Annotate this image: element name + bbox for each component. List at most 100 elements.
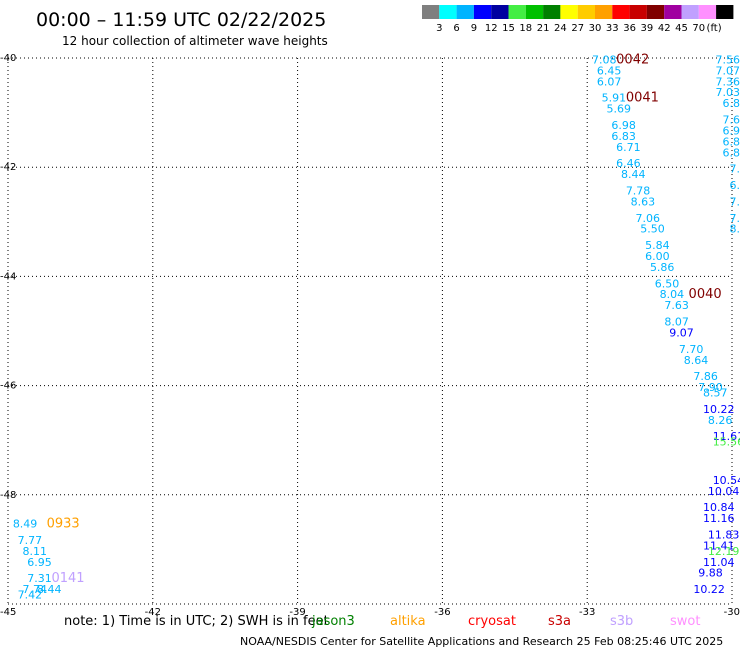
colorbar-swatch <box>508 5 526 19</box>
colorbar-swatch <box>612 5 630 19</box>
wave-height-label: 7.03 <box>716 86 740 99</box>
legend-item-cryosat: cryosat <box>468 614 516 629</box>
colorbar-label: 42 <box>658 23 671 34</box>
colorbar-swatch <box>664 5 682 19</box>
colorbar-swatch <box>646 5 665 19</box>
wave-height-label: 7. <box>730 163 740 176</box>
legend-item-altika: altika <box>390 614 426 629</box>
wave-height-label: 5.91 <box>602 92 627 105</box>
pass-time-label: 0141 <box>51 571 84 586</box>
wave-height-label: 7.31 <box>27 572 52 585</box>
wave-height-label: 5.69 <box>607 103 632 116</box>
wave-height-label: 6.46 <box>616 157 641 170</box>
x-tick-label: -36 <box>434 607 450 618</box>
x-tick-label: -30 <box>724 607 740 618</box>
wave-height-label: 9.07 <box>669 326 694 339</box>
wave-height-label: 8.44 <box>37 583 62 596</box>
wave-height-label: 7.78 <box>626 185 651 198</box>
colorbar-label: 70 <box>692 23 705 34</box>
wave-height-label: 12.19 <box>708 545 740 558</box>
wave-height-label: 7.86 <box>693 370 718 383</box>
colorbar-swatch <box>577 5 595 19</box>
colorbar-label: 24 <box>554 23 567 34</box>
wave-height-label: 7. <box>730 195 740 208</box>
wave-height-label: 7.42 <box>18 589 43 602</box>
colorbar-swatch <box>595 5 613 19</box>
colorbar-label: 45 <box>675 23 688 34</box>
pass-time-label: 0041 <box>626 91 659 106</box>
wave-height-label: 11.61 <box>713 430 740 443</box>
wave-height-label: 7.70 <box>679 343 704 356</box>
wave-height-label: 6.83 <box>611 130 636 143</box>
wave-height-label: 7.90 <box>698 381 723 394</box>
y-tick-label: -48 <box>0 490 16 501</box>
wave-height-label: 6.50 <box>655 277 680 290</box>
wave-height-label: 11.83 <box>708 528 740 541</box>
note-text: note: 1) Time is in UTC; 2) SWH is in fe… <box>64 614 329 629</box>
colorbar-swatch <box>716 5 734 19</box>
x-tick-label: -45 <box>0 607 16 618</box>
wave-height-label: 8.49 <box>13 518 38 531</box>
wave-height-label: 10.22 <box>703 403 735 416</box>
wave-height-label: 7.63 <box>664 299 689 312</box>
colorbar-label: 15 <box>502 23 515 34</box>
colorbar-swatch <box>422 5 440 19</box>
plot-area: -45 -42 -39 -36 -33 -30-40-42-44-46-487.086.4… <box>0 52 740 618</box>
wave-height-label: 5.84 <box>645 239 670 252</box>
colorbar-swatch <box>439 5 457 19</box>
wave-height-label: 11.41 <box>703 539 735 552</box>
colorbar-label: 12 <box>485 23 498 34</box>
legend-item-jason3: jason3 <box>311 614 355 629</box>
colorbar-label: 9 <box>471 23 477 34</box>
legend-item-s3a: s3a <box>548 614 571 629</box>
colorbar-swatch <box>560 5 578 19</box>
colorbar-swatch <box>681 5 699 19</box>
colorbar-swatch <box>456 5 474 19</box>
wave-height-label: 6.00 <box>645 250 670 263</box>
wave-height-label: 7.08 <box>592 53 617 66</box>
wave-height-label: 8. <box>730 223 740 236</box>
wave-height-label: 11.04 <box>703 556 735 569</box>
colorbar-label: 3 <box>436 23 442 34</box>
colorbar-label: 6 <box>453 23 459 34</box>
y-tick-label: -44 <box>0 271 16 282</box>
wave-height-label: 9.88 <box>698 567 723 580</box>
wave-height-label: 8.44 <box>621 168 646 181</box>
wave-height-label: 7.07 <box>716 64 740 77</box>
pass-time-label: 0040 <box>689 287 722 302</box>
map-title: 00:00 – 11:59 UTC 02/22/2025 <box>36 9 326 31</box>
colorbar-swatch <box>629 5 647 19</box>
colorbar-swatch <box>491 5 509 19</box>
pass-time-label: 0933 <box>47 517 80 532</box>
wave-height-label: 5.86 <box>650 261 675 274</box>
y-tick-label: -46 <box>0 381 16 392</box>
legend-item-swot: swot <box>670 614 700 629</box>
wave-height-label: 6.07 <box>597 75 622 88</box>
wave-height-label: 8.11 <box>22 545 47 558</box>
pass-time-label: 0042 <box>616 52 649 67</box>
wave-height-label: 6.95 <box>27 556 52 569</box>
wave-height-label: 8.64 <box>684 354 709 367</box>
wave-height-label: 10.22 <box>693 583 725 596</box>
legend-item-s3b: s3b <box>610 614 633 629</box>
wave-height-label: 7. <box>730 212 740 225</box>
credit-footer: NOAA/NESDIS Center for Satellite Applica… <box>240 635 723 648</box>
wave-height-label: 6.8 <box>723 135 740 148</box>
wave-height-label: 8.63 <box>631 195 656 208</box>
wave-height-label: 7.6 <box>723 114 740 127</box>
colorbar-label: 30 <box>589 23 602 34</box>
wave-height-label: 10.04 <box>708 485 740 498</box>
wave-height-label: 6.9 <box>723 124 740 137</box>
wave-height-label: 8.04 <box>660 288 685 301</box>
y-tick-label: -40 <box>0 53 16 64</box>
satellite-legend: jason3 altika cryosat s3a s3b swot <box>311 614 700 629</box>
wave-height-label: 6.8 <box>723 146 740 159</box>
wave-height-label: 7.77 <box>18 534 43 547</box>
wave-height-label: 6.71 <box>616 141 641 154</box>
wave-height-label: 11.16 <box>703 512 735 525</box>
colorbar-label: 36 <box>623 23 636 34</box>
map-subtitle: 12 hour collection of altimeter wave hei… <box>62 34 328 48</box>
wave-height-label: 7.06 <box>635 212 660 225</box>
colorbar-swatch <box>543 5 561 19</box>
